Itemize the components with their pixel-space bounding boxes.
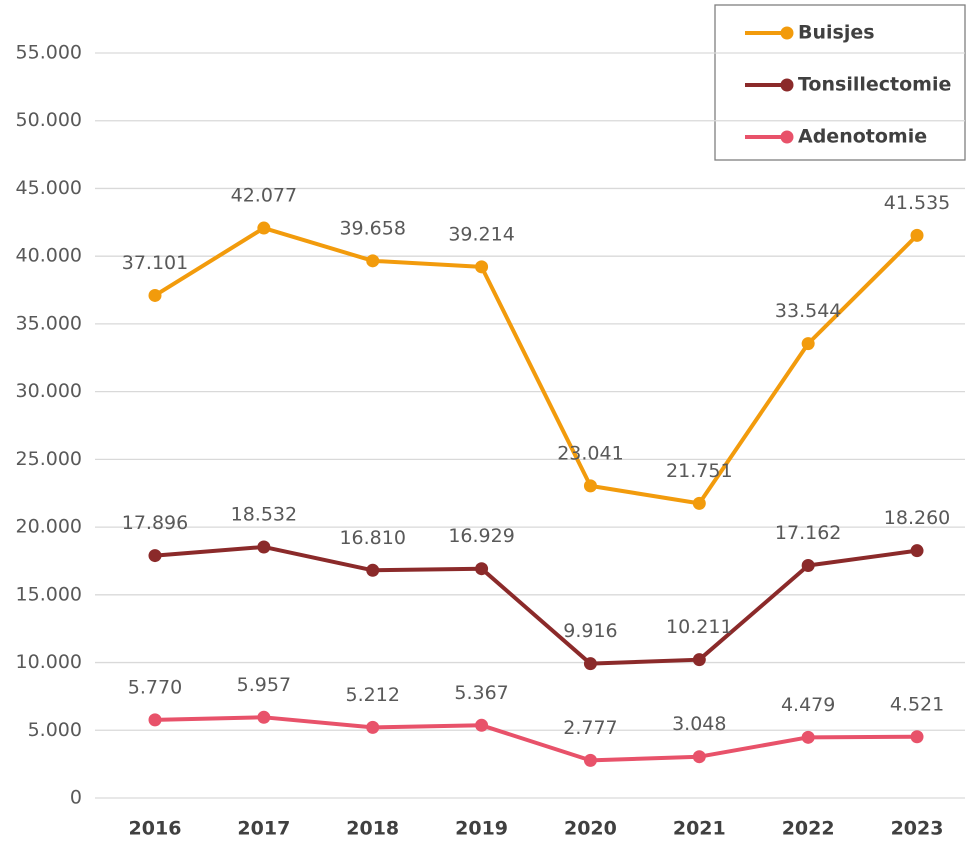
data-label: 5.367 [454, 682, 508, 704]
data-label: 17.162 [775, 522, 841, 544]
data-label: 18.532 [231, 503, 297, 525]
data-point [148, 713, 162, 727]
data-label: 10.211 [666, 616, 732, 638]
data-label: 41.535 [884, 192, 950, 214]
data-point [801, 559, 815, 573]
legend-label: Buisjes [798, 22, 875, 44]
data-label: 9.916 [563, 620, 617, 642]
data-point [692, 653, 706, 667]
legend-marker [780, 130, 794, 144]
data-label: 4.521 [890, 693, 944, 715]
data-point [257, 540, 271, 554]
data-point [148, 288, 162, 302]
y-tick-label: 35.000 [16, 312, 82, 334]
data-point [801, 337, 815, 351]
series-line [153, 226, 919, 506]
y-tick-label: 30.000 [16, 380, 82, 402]
data-label: 42.077 [231, 185, 297, 207]
x-tick-label: 2022 [782, 818, 835, 840]
data-point [801, 730, 815, 744]
data-label: 3.048 [672, 713, 726, 735]
y-tick-label: 45.000 [16, 177, 82, 199]
data-point [475, 260, 489, 274]
data-point [583, 657, 597, 671]
data-point [692, 496, 706, 510]
data-point [257, 221, 271, 235]
x-tick-label: 2017 [237, 818, 290, 840]
data-point [366, 720, 380, 734]
data-point [910, 228, 924, 242]
data-label: 23.041 [557, 442, 623, 464]
data-point [366, 254, 380, 268]
data-point [366, 563, 380, 577]
y-tick-label: 15.000 [16, 583, 82, 605]
x-tick-label: 2023 [891, 818, 944, 840]
legend-label: Adenotomie [798, 126, 927, 148]
x-tick-label: 2021 [673, 818, 726, 840]
legend-marker [780, 78, 794, 92]
data-point [257, 710, 271, 724]
data-point [583, 479, 597, 493]
legend-marker [780, 26, 794, 40]
data-label: 17.896 [122, 512, 188, 534]
data-label: 18.260 [884, 507, 950, 529]
data-label: 5.957 [237, 674, 291, 696]
data-point [692, 750, 706, 764]
y-tick-label: 20.000 [16, 516, 82, 538]
data-label: 39.658 [339, 217, 405, 239]
data-point [583, 753, 597, 767]
data-label: 16.810 [339, 527, 405, 549]
data-point [910, 544, 924, 558]
y-tick-label: 25.000 [16, 448, 82, 470]
y-tick-label: 55.000 [16, 42, 82, 64]
data-label: 39.214 [448, 223, 514, 245]
x-tick-label: 2018 [346, 818, 399, 840]
y-tick-label: 10.000 [16, 651, 82, 673]
data-label: 5.770 [128, 676, 182, 698]
legend-label: Tonsillectomie [798, 74, 951, 96]
data-label: 33.544 [775, 300, 841, 322]
data-label: 5.212 [346, 684, 400, 706]
data-point [475, 562, 489, 576]
data-label: 2.777 [563, 717, 617, 739]
legend-box [714, 4, 966, 161]
data-label: 21.751 [666, 460, 732, 482]
x-tick-label: 2020 [564, 818, 617, 840]
series-line [154, 715, 918, 763]
data-label: 4.479 [781, 694, 835, 716]
data-point [475, 718, 489, 732]
data-point [910, 730, 924, 744]
y-tick-label: 5.000 [28, 719, 82, 741]
y-tick-label: 50.000 [16, 109, 82, 131]
y-tick-label: 40.000 [16, 245, 82, 267]
y-tick-label: 0 [70, 787, 82, 809]
x-tick-label: 2019 [455, 818, 508, 840]
data-label: 16.929 [448, 525, 514, 547]
series-line [154, 544, 918, 666]
data-label: 37.101 [122, 252, 188, 274]
x-tick-label: 2016 [129, 818, 182, 840]
data-point [148, 549, 162, 563]
